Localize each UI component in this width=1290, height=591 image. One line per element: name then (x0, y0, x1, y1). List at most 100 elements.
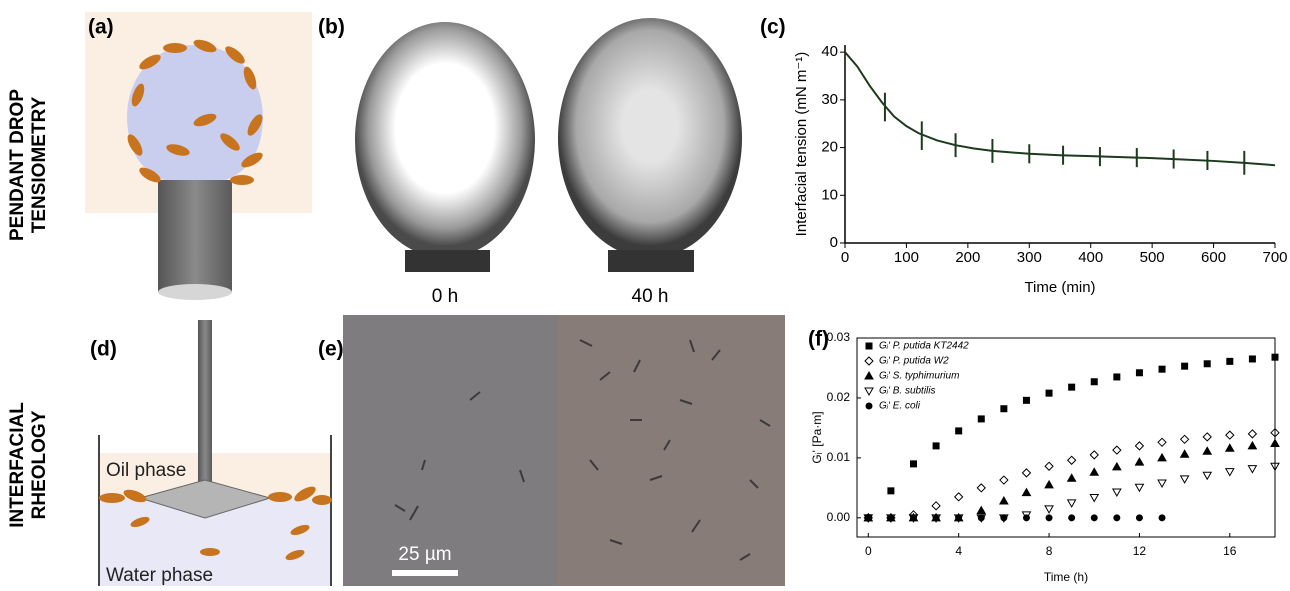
panel-label: (e) (318, 338, 344, 361)
chart: 0 100 200 300 400 500 600 700 0 10 20 30 40 Time (min… (793, 43, 1288, 296)
marker (1134, 483, 1145, 493)
x-axis-label: Time (min) (1024, 279, 1095, 296)
marker (1066, 499, 1077, 508)
marker (1135, 514, 1143, 522)
chart: 0 4 8 12 16 0.00 0.01 0.02 0.03 Time (h) Gᵢ' [Pa·m… (810, 330, 1280, 584)
y-tick-label: 0.02 (827, 390, 851, 404)
marker (1068, 383, 1076, 391)
marker (1224, 443, 1235, 452)
marker (1112, 445, 1122, 455)
panel-label: (d) (90, 338, 117, 361)
x-tick-label: 600 (1201, 249, 1226, 266)
marker (1226, 357, 1234, 365)
marker (1202, 432, 1212, 442)
row-label: PENDANT DROP (7, 89, 28, 241)
legend-label: Gᵢ' B. subtilis (879, 386, 936, 397)
marker (1066, 455, 1077, 465)
marker (1113, 514, 1121, 522)
caption: 0 h (432, 286, 458, 307)
marker (1134, 457, 1145, 466)
marker (1270, 438, 1280, 447)
legend-marker (864, 356, 874, 366)
marker (887, 514, 895, 522)
x-tick-label: 400 (1078, 249, 1103, 266)
marker (1202, 446, 1213, 455)
marker (1021, 468, 1032, 478)
axes (844, 45, 1275, 244)
caption: 40 h (632, 286, 669, 307)
marker (1158, 365, 1166, 373)
marker (977, 514, 985, 522)
x-tick-label: 0 (841, 249, 849, 266)
caption: Water phase (106, 565, 213, 586)
marker (1089, 493, 1100, 503)
marker (1157, 437, 1167, 448)
marker (977, 415, 985, 423)
marker (999, 475, 1009, 485)
marker (1000, 514, 1008, 522)
marker (955, 514, 963, 522)
caption: 25 µm (398, 544, 451, 565)
x-axis-label: Time (h) (1044, 570, 1088, 584)
marker (1247, 465, 1258, 474)
plot-frame (856, 337, 1276, 538)
x-tick-label: 16 (1223, 544, 1237, 558)
marker (1157, 452, 1167, 462)
marker (976, 483, 986, 493)
marker (1203, 360, 1211, 368)
marker (1270, 427, 1280, 438)
legend-marker (865, 402, 873, 410)
marker (1022, 396, 1030, 404)
row-label: RHEOLOGY (29, 410, 50, 519)
caption: Oil phase (106, 460, 186, 481)
x-tick-label: 4 (955, 544, 962, 558)
panel-label: (f) (808, 328, 829, 351)
marker (1021, 487, 1032, 497)
marker (887, 487, 895, 495)
x-tick-label: 700 (1262, 249, 1287, 266)
marker (953, 492, 964, 502)
panel-label: (b) (318, 16, 345, 39)
marker (1044, 505, 1054, 514)
marker (955, 427, 963, 435)
marker (976, 505, 987, 515)
marker (931, 501, 941, 511)
x-tick-label: 500 (1140, 249, 1165, 266)
y-tick-label: 40 (821, 43, 838, 60)
marker (909, 514, 917, 522)
drop-images (355, 18, 742, 272)
legend-marker (864, 387, 874, 397)
x-tick-label: 8 (1046, 544, 1053, 558)
legend-label: Gᵢ' E. coli (879, 401, 921, 412)
x-tick-label: 300 (1017, 249, 1042, 266)
legend-label: Gᵢ' P. putida W2 (879, 356, 949, 367)
marker (1134, 441, 1145, 451)
row-label: INTERFACIAL (7, 402, 28, 528)
marker (1090, 514, 1098, 522)
y-tick-label: 30 (821, 91, 838, 108)
marker (932, 514, 940, 522)
marker (1044, 461, 1054, 471)
marker (1045, 514, 1053, 522)
marker (1270, 462, 1280, 472)
marker (1089, 467, 1100, 476)
marker (1000, 405, 1008, 413)
row-label: TENSIOMETRY (29, 96, 50, 233)
marker (1044, 479, 1054, 489)
marker (1248, 355, 1256, 363)
marker (864, 514, 872, 522)
marker (1179, 434, 1190, 445)
marker (932, 442, 940, 450)
legend-marker (864, 370, 874, 380)
marker (1271, 353, 1279, 361)
micrographs (343, 315, 785, 586)
marker (1111, 461, 1122, 471)
y-tick-label: 20 (821, 139, 838, 156)
marker (1135, 369, 1143, 377)
y-tick-label: 10 (821, 186, 838, 203)
y-axis-label: Interfacial tension (mN m⁻¹) (793, 52, 810, 237)
marker (1247, 429, 1258, 439)
x-tick-label: 12 (1133, 544, 1147, 558)
x-tick-label: 100 (894, 249, 919, 266)
